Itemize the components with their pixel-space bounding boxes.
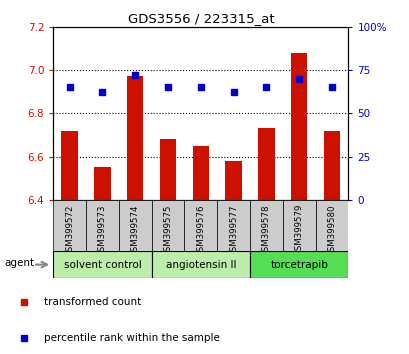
- Bar: [86, 200, 119, 251]
- Text: transformed count: transformed count: [43, 297, 141, 307]
- Text: GSM399580: GSM399580: [327, 204, 336, 257]
- Text: GSM399573: GSM399573: [98, 204, 107, 257]
- Text: GSM399572: GSM399572: [65, 204, 74, 257]
- Text: agent: agent: [4, 258, 34, 268]
- Text: solvent control: solvent control: [63, 259, 141, 270]
- Bar: [53, 200, 86, 251]
- Text: percentile rank within the sample: percentile rank within the sample: [43, 333, 219, 343]
- Text: GSM399577: GSM399577: [229, 204, 238, 257]
- Bar: [151, 200, 184, 251]
- Bar: [315, 200, 348, 251]
- Text: GSM399579: GSM399579: [294, 204, 303, 257]
- Bar: [192, 146, 209, 200]
- Bar: [127, 76, 143, 200]
- Title: GDS3556 / 223315_at: GDS3556 / 223315_at: [127, 12, 274, 25]
- Bar: [119, 200, 151, 251]
- Bar: [184, 200, 217, 251]
- Bar: [323, 131, 339, 200]
- Text: GSM399576: GSM399576: [196, 204, 205, 257]
- Bar: [290, 52, 307, 200]
- Bar: [160, 139, 176, 200]
- Text: GSM399578: GSM399578: [261, 204, 270, 257]
- Text: torcetrapib: torcetrapib: [270, 259, 328, 270]
- Text: GSM399574: GSM399574: [130, 204, 139, 257]
- Bar: [225, 161, 241, 200]
- Bar: [258, 129, 274, 200]
- Bar: [249, 200, 282, 251]
- Bar: [249, 251, 348, 278]
- Bar: [53, 251, 151, 278]
- Bar: [217, 200, 249, 251]
- Bar: [282, 200, 315, 251]
- Text: angiotensin II: angiotensin II: [165, 259, 236, 270]
- Text: GSM399575: GSM399575: [163, 204, 172, 257]
- Bar: [61, 131, 78, 200]
- Bar: [94, 167, 110, 200]
- Bar: [151, 251, 249, 278]
